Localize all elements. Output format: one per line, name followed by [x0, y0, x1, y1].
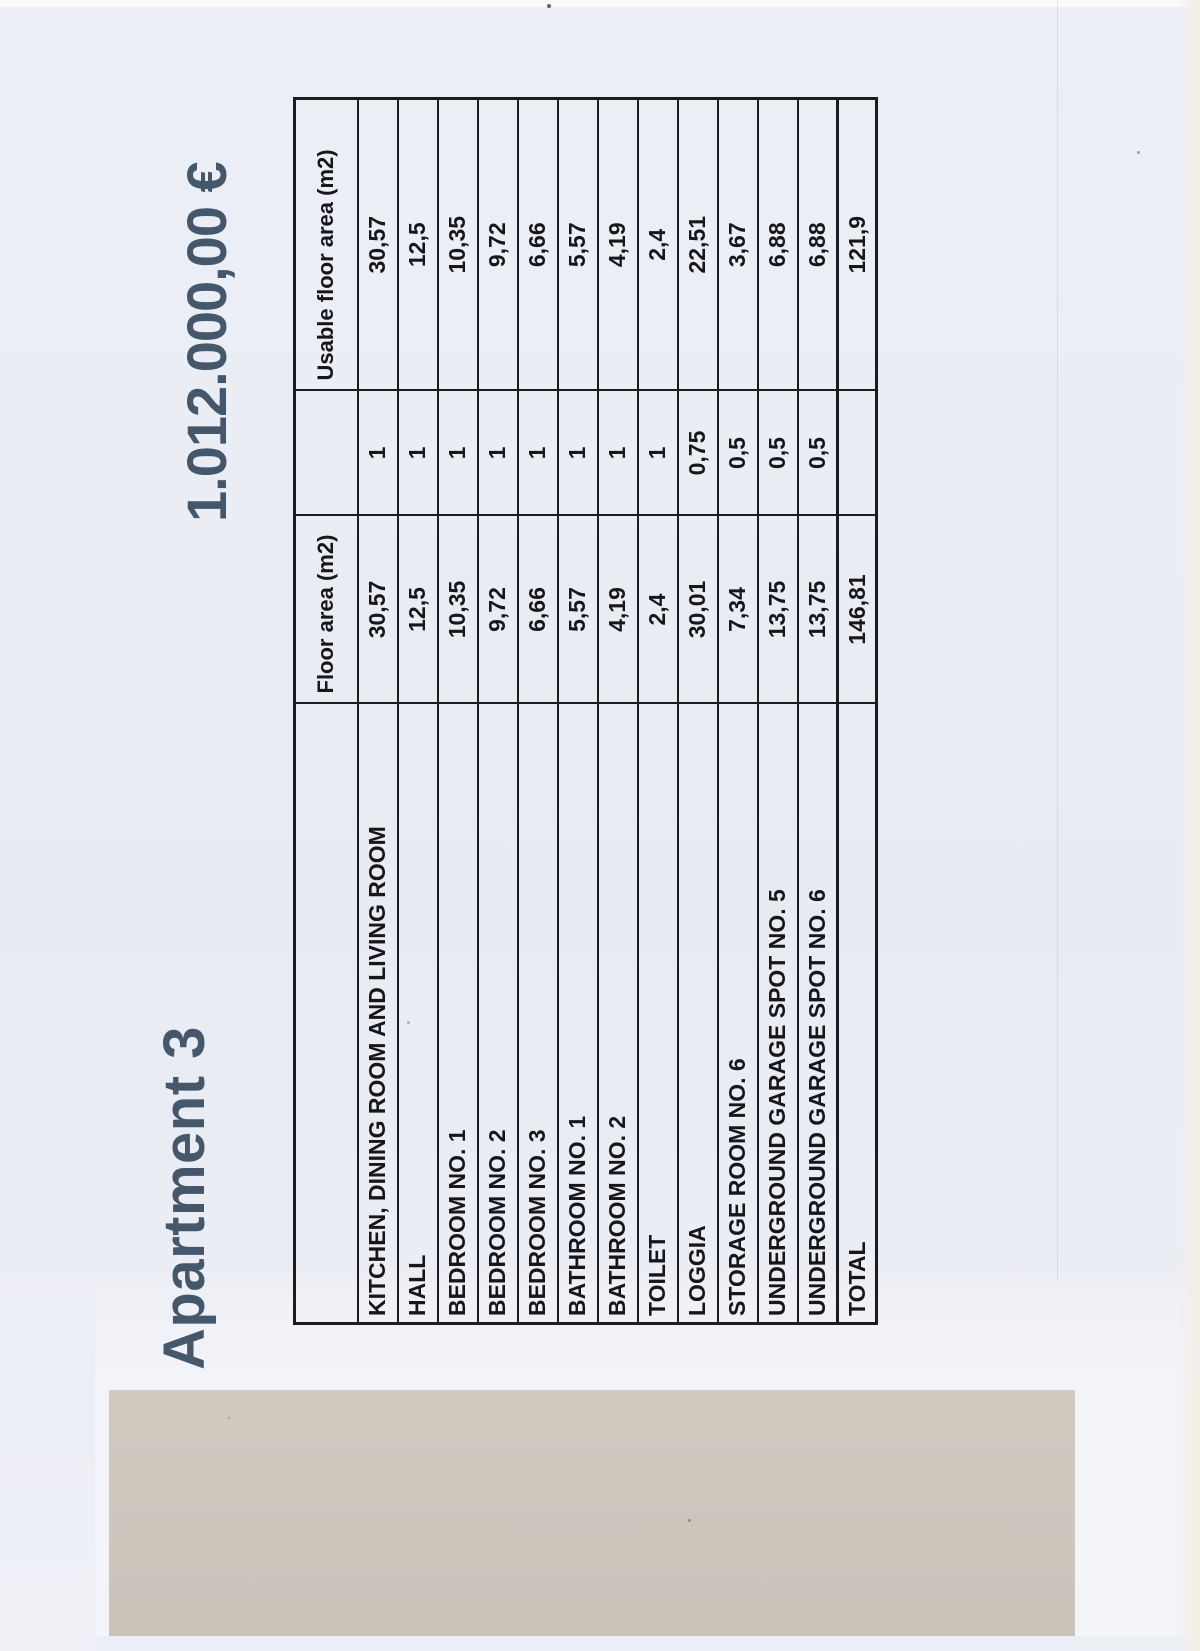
coefficient-cell: 1: [557, 390, 598, 516]
paper-bottom-strip: [95, 1636, 1200, 1651]
table-row: BATHROOM NO. 2 4,19 1 4,19: [597, 98, 638, 1324]
room-name-cell: HALL: [397, 703, 438, 1324]
usable-area-cell: 6,88: [757, 98, 798, 391]
header-row: Floor area (m2) Usable floor area (m2): [294, 98, 358, 1324]
table-row: BATHROOM NO. 1 5,57 1 5,57: [557, 98, 598, 1324]
coefficient-cell: 1: [637, 390, 678, 516]
usable-area-cell: 3,67: [717, 98, 758, 391]
table-row: BEDROOM NO. 1 10,35 1 10,35: [437, 98, 478, 1324]
floor-area-header-cell: Floor area (m2): [294, 515, 358, 704]
coefficient-cell: 0,5: [717, 390, 758, 516]
floor-area-cell: 10,35: [437, 515, 478, 704]
floor-area-cell: 4,19: [597, 515, 638, 704]
table-row: BEDROOM NO. 3 6,66 1 6,66: [517, 98, 558, 1324]
floor-area-table: Floor area (m2) Usable floor area (m2) K…: [293, 97, 878, 1325]
usable-area-cell: 2,4: [637, 98, 678, 391]
room-name-cell: BATHROOM NO. 2: [597, 703, 638, 1324]
usable-area-cell: 4,19: [597, 98, 638, 391]
usable-area-cell: 5,57: [557, 98, 598, 391]
total-floor-area-cell: 146,81: [837, 515, 877, 704]
coefficient-cell: 1: [437, 390, 478, 516]
table-row: KITCHEN, DINING ROOM AND LIVING ROOM 30,…: [357, 98, 398, 1324]
floor-area-cell: 30,57: [357, 515, 398, 704]
table-row: TOILET 2,4 1 2,4: [637, 98, 678, 1324]
floor-area-cell: 13,75: [757, 515, 798, 704]
usable-area-cell: 22,51: [677, 98, 718, 391]
room-name-cell: STORAGE ROOM NO. 6: [717, 703, 758, 1324]
coefficient-cell: 1: [517, 390, 558, 516]
total-row: TOTAL 146,81 121,9: [837, 98, 877, 1324]
coefficient-cell: 1: [477, 390, 518, 516]
usable-area-cell: 6,88: [797, 98, 838, 391]
room-name-cell: LOGGIA: [677, 703, 718, 1324]
coefficient-cell: 1: [357, 390, 398, 516]
floor-area-cell: 13,75: [797, 515, 838, 704]
total-coefficient-cell: [837, 390, 877, 516]
floor-area-cell: 6,66: [517, 515, 558, 704]
paper-speck: [228, 1417, 230, 1419]
coefficient-cell: 1: [597, 390, 638, 516]
room-name-cell: BEDROOM NO. 1: [437, 703, 478, 1324]
room-name-cell: BATHROOM NO. 1: [557, 703, 598, 1324]
usable-area-cell: 10,35: [437, 98, 478, 391]
floor-area-cell: 9,72: [477, 515, 518, 704]
document-title: Apartment 3: [151, 1026, 217, 1370]
paper-right-edge: [1178, 0, 1200, 1651]
paper-speck: [407, 1021, 410, 1024]
table-header-section: Floor area (m2) Usable floor area (m2): [294, 98, 358, 1324]
paper-speck: [1137, 151, 1140, 154]
scan-top-edge: [0, 0, 1200, 7]
floor-area-cell: 12,5: [397, 515, 438, 704]
table-row: UNDERGROUND GARAGE SPOT NO. 5 13,75 0,5 …: [757, 98, 798, 1324]
floor-area-cell: 2,4: [637, 515, 678, 704]
usable-area-cell: 30,57: [357, 98, 398, 391]
total-label-cell: TOTAL: [837, 703, 877, 1324]
paper-speck: [547, 4, 551, 8]
usable-area-cell: 12,5: [397, 98, 438, 391]
room-name-cell: BEDROOM NO. 2: [477, 703, 518, 1324]
floor-area-table-container: Floor area (m2) Usable floor area (m2) K…: [293, 97, 878, 1325]
usable-area-header-cell: Usable floor area (m2): [294, 98, 358, 391]
coefficient-cell: 0,5: [797, 390, 838, 516]
room-name-cell: KITCHEN, DINING ROOM AND LIVING ROOM: [357, 703, 398, 1324]
paper-crease-line: [1057, 0, 1058, 1280]
table-row: BEDROOM NO. 2 9,72 1 9,72: [477, 98, 518, 1324]
scanner-bed-beige-block: [109, 1390, 1075, 1636]
table-total-section: TOTAL 146,81 121,9: [837, 98, 877, 1324]
room-header-cell: [294, 703, 358, 1324]
table-row: LOGGIA 30,01 0,75 22,51: [677, 98, 718, 1324]
coefficient-cell: 0,75: [677, 390, 718, 516]
coefficient-cell: 1: [397, 390, 438, 516]
room-name-cell: BEDROOM NO. 3: [517, 703, 558, 1324]
coefficient-cell: 0,5: [757, 390, 798, 516]
room-name-cell: UNDERGROUND GARAGE SPOT NO. 5: [757, 703, 798, 1324]
floor-area-cell: 5,57: [557, 515, 598, 704]
table-row: HALL 12,5 1 12,5: [397, 98, 438, 1324]
paper-speck: [688, 1519, 691, 1522]
total-usable-area-cell: 121,9: [837, 98, 877, 391]
table-rows-section: KITCHEN, DINING ROOM AND LIVING ROOM 30,…: [357, 98, 838, 1324]
coefficient-header-cell: [294, 390, 358, 516]
usable-area-cell: 6,66: [517, 98, 558, 391]
table-row: STORAGE ROOM NO. 6 7,34 0,5 3,67: [717, 98, 758, 1324]
room-name-cell: TOILET: [637, 703, 678, 1324]
price-label: 1.012.000,00 €: [174, 162, 238, 522]
floor-area-cell: 7,34: [717, 515, 758, 704]
room-name-cell: UNDERGROUND GARAGE SPOT NO. 6: [797, 703, 838, 1324]
table-row: UNDERGROUND GARAGE SPOT NO. 6 13,75 0,5 …: [797, 98, 838, 1324]
floor-area-cell: 30,01: [677, 515, 718, 704]
usable-area-cell: 9,72: [477, 98, 518, 391]
